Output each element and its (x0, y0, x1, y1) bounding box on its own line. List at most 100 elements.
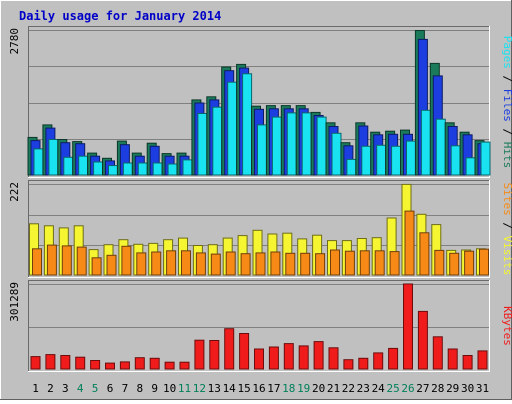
bar-pages-day-1 (33, 148, 44, 176)
bar-sites-day-28 (434, 249, 445, 276)
x-tick-label-day-11: 11 (178, 382, 191, 395)
bar-kbytes-day-7 (119, 361, 130, 370)
bar-kbytes-day-2 (45, 354, 56, 370)
legend-separator: / (501, 216, 512, 236)
bar-kbytes-day-27 (417, 310, 428, 370)
bar-kbytes-day-19 (298, 345, 309, 370)
bar-pages-day-6 (108, 165, 118, 176)
x-tick-label-day-15: 15 (237, 382, 250, 395)
x-tick-label-day-28: 28 (431, 382, 444, 395)
bar-sites-day-2 (46, 244, 57, 276)
bar-pages-day-4 (78, 155, 89, 176)
bar-pages-day-25 (391, 145, 402, 176)
x-tick-label-day-16: 16 (252, 382, 265, 395)
bar-kbytes-day-22 (343, 359, 354, 370)
y-max-label: 301289 (8, 282, 21, 322)
bar-kbytes-day-21 (328, 347, 339, 370)
bar-sites-day-13 (210, 253, 221, 276)
panel-visits_sites: 222 Sites / Visits (8, 180, 512, 278)
bar-pages-day-19 (301, 112, 312, 176)
bar-pages-day-20 (316, 116, 327, 176)
bar-sites-day-18 (285, 252, 296, 276)
x-tick-label-day-7: 7 (122, 382, 129, 395)
x-axis-labels: 1 2 3 4 5 6 7 8 9 10 11 12 13 14 15 16 17 18 19 20 21 22 23 24 2… (32, 382, 489, 395)
bar-pages-day-2 (48, 139, 59, 176)
legend-entry-sites: Sites (501, 183, 512, 216)
bar-kbytes-day-30 (462, 355, 473, 370)
x-tick-label-day-8: 8 (136, 382, 143, 395)
x-tick-label-day-13: 13 (208, 382, 221, 395)
bar-kbytes-day-15 (239, 333, 250, 370)
bar-sites-day-11 (181, 250, 191, 276)
bar-sites-day-5 (91, 257, 102, 276)
bar-pages-day-28 (435, 118, 446, 176)
x-tick-label-day-21: 21 (327, 382, 340, 395)
bar-sites-day-19 (300, 252, 311, 276)
bar-kbytes-day-8 (134, 357, 145, 370)
bar-pages-day-27 (420, 109, 431, 176)
x-tick-label-day-3: 3 (62, 382, 69, 395)
bar-kbytes-day-13 (209, 340, 220, 370)
bar-sites-day-1 (32, 248, 42, 276)
x-tick-label-day-2: 2 (47, 382, 54, 395)
bar-sites-day-9 (151, 251, 162, 276)
bar-kbytes-day-14 (224, 328, 235, 370)
chart-title: Daily usage for January 2014 (19, 9, 221, 23)
bar-kbytes-day-4 (75, 356, 86, 370)
bar-kbytes-day-26 (403, 283, 413, 370)
bar-pages-day-26 (406, 140, 416, 176)
bar-kbytes-day-17 (268, 346, 279, 370)
bar-sites-day-10 (166, 250, 177, 276)
bar-sites-day-12 (195, 252, 206, 276)
legend-entry-hits: Hits (501, 142, 512, 169)
bar-kbytes-day-1 (30, 356, 41, 370)
bar-sites-day-25 (389, 251, 400, 276)
bar-pages-day-12 (197, 113, 208, 176)
bar-pages-day-29 (450, 145, 461, 176)
bar-kbytes-day-25 (388, 347, 399, 370)
bar-sites-day-6 (106, 254, 117, 276)
legend-entry-files: Files (501, 89, 512, 122)
x-tick-label-day-24: 24 (372, 382, 386, 395)
legend-visits_sites: Sites / Visits (501, 183, 512, 276)
bar-kbytes-day-29 (447, 348, 458, 370)
bar-pages-day-14 (227, 81, 238, 176)
x-tick-label-day-1: 1 (32, 382, 39, 395)
bar-sites-day-15 (240, 253, 251, 276)
chart-panels: 2780 Pages / Files / Hits 222 Sites / Visit… (8, 26, 512, 372)
bar-pages-day-9 (152, 162, 163, 176)
bar-sites-day-26 (404, 210, 415, 276)
y-max-label: 222 (8, 182, 21, 202)
x-tick-label-day-12: 12 (193, 382, 206, 395)
x-tick-label-day-23: 23 (357, 382, 370, 395)
x-tick-label-day-9: 9 (151, 382, 158, 395)
bar-sites-day-17 (270, 251, 281, 276)
bar-kbytes-day-6 (105, 362, 115, 370)
bar-pages-day-7 (122, 162, 133, 176)
bar-sites-day-20 (315, 253, 326, 276)
x-tick-label-day-10: 10 (163, 382, 176, 395)
bar-pages-day-15 (242, 73, 253, 176)
bar-pages-day-18 (286, 112, 297, 176)
panel-kbytes: 301289 KBytes (8, 280, 512, 372)
x-tick-label-day-30: 30 (461, 382, 474, 395)
x-tick-label-day-31: 31 (476, 382, 489, 395)
bar-pages-day-24 (376, 144, 387, 176)
bar-sites-day-22 (344, 250, 355, 276)
bar-kbytes-day-20 (313, 341, 324, 370)
x-tick-label-day-29: 29 (446, 382, 459, 395)
bar-kbytes-day-23 (358, 357, 369, 370)
legend-hits_files_pages: Pages / Files / Hits (501, 36, 512, 169)
legend-text-hits_files_pages: Pages / Files / Hits (501, 36, 512, 169)
bar-pages-day-17 (271, 116, 282, 176)
x-tick-label-day-17: 17 (267, 382, 280, 395)
y-max-label: 2780 (8, 28, 21, 55)
bar-sites-day-3 (61, 245, 72, 276)
legend-separator: / (501, 122, 512, 142)
bar-pages-day-23 (361, 145, 372, 176)
x-tick-label-day-6: 6 (107, 382, 114, 395)
bar-kbytes-day-18 (283, 343, 294, 370)
bar-kbytes-day-24 (373, 352, 384, 370)
